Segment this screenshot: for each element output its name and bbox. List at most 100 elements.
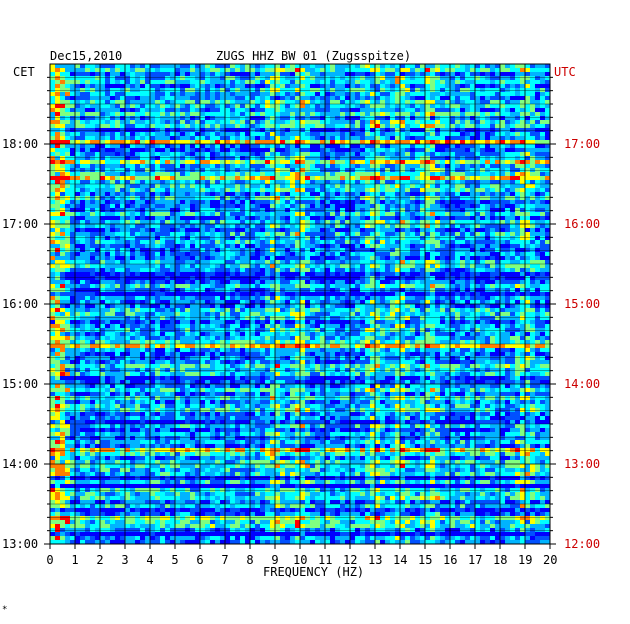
spectrogram-cell xyxy=(440,200,445,204)
spectrogram-cell xyxy=(395,252,400,256)
spectrogram-cell xyxy=(430,124,435,128)
spectrogram-cell xyxy=(260,192,265,196)
spectrogram-cell xyxy=(230,260,235,264)
spectrogram-cell xyxy=(330,200,335,204)
spectrogram-cell xyxy=(130,260,135,264)
spectrogram-cell xyxy=(485,112,490,116)
spectrogram-cell xyxy=(325,264,330,268)
spectrogram-cell xyxy=(415,256,420,260)
spectrogram-cell xyxy=(390,112,395,116)
spectrogram-cell xyxy=(95,160,100,164)
spectrogram-cell xyxy=(180,80,185,84)
spectrogram-cell xyxy=(200,84,205,88)
spectrogram-cell xyxy=(345,240,350,244)
spectrogram-cell xyxy=(105,240,110,244)
spectrogram-cell xyxy=(200,148,205,152)
spectrogram-cell xyxy=(215,212,220,216)
spectrogram-cell xyxy=(305,260,310,264)
spectrogram-cell xyxy=(460,204,465,208)
spectrogram-cell xyxy=(100,244,105,248)
spectrogram-cell xyxy=(125,104,130,108)
spectrogram-cell xyxy=(500,164,505,168)
spectrogram-cell xyxy=(225,80,230,84)
spectrogram-cell xyxy=(510,84,515,88)
spectrogram-cell xyxy=(395,120,400,124)
spectrogram-cell xyxy=(190,104,195,108)
spectrogram-cell xyxy=(185,208,190,212)
spectrogram-cell xyxy=(220,220,225,224)
spectrogram-cell xyxy=(190,140,195,144)
spectrogram-cell xyxy=(480,236,485,240)
spectrogram-cell xyxy=(320,96,325,100)
spectrogram-cell xyxy=(240,100,245,104)
spectrogram-cell xyxy=(230,220,235,224)
spectrogram-cell xyxy=(390,168,395,172)
spectrogram-cell xyxy=(440,196,445,200)
spectrogram-cell xyxy=(275,200,280,204)
spectrogram-cell xyxy=(265,136,270,140)
spectrogram-cell xyxy=(250,196,255,200)
spectrogram-cell xyxy=(330,244,335,248)
spectrogram-cell xyxy=(325,76,330,80)
spectrogram-cell xyxy=(245,68,250,72)
spectrogram-cell xyxy=(165,152,170,156)
spectrogram-cell xyxy=(480,76,485,80)
spectrogram-cell xyxy=(375,220,380,224)
spectrogram-cell xyxy=(365,204,370,208)
spectrogram-cell xyxy=(125,148,130,152)
spectrogram-cell xyxy=(65,168,70,172)
spectrogram-cell xyxy=(65,256,70,260)
spectrogram-cell xyxy=(75,204,80,208)
spectrogram-cell xyxy=(85,188,90,192)
spectrogram-cell xyxy=(275,188,280,192)
spectrogram-cell xyxy=(490,224,495,228)
spectrogram-cell xyxy=(390,196,395,200)
spectrogram-cell xyxy=(230,100,235,104)
spectrogram-cell xyxy=(95,224,100,228)
spectrogram-cell xyxy=(530,120,535,124)
spectrogram-cell xyxy=(270,204,275,208)
spectrogram-cell xyxy=(110,108,115,112)
spectrogram-cell xyxy=(425,252,430,256)
spectrogram-cell xyxy=(460,224,465,228)
spectrogram-cell xyxy=(450,172,455,176)
spectrogram-cell xyxy=(75,124,80,128)
spectrogram-cell xyxy=(155,140,160,144)
spectrogram-cell xyxy=(175,212,180,216)
spectrogram-cell xyxy=(230,156,235,160)
spectrogram-cell xyxy=(455,80,460,84)
spectrogram-cell xyxy=(120,256,125,260)
spectrogram-cell xyxy=(270,88,275,92)
spectrogram-cell xyxy=(115,100,120,104)
spectrogram-cell xyxy=(135,76,140,80)
spectrogram-cell xyxy=(375,156,380,160)
spectrogram-cell xyxy=(395,104,400,108)
spectrogram-cell xyxy=(165,176,170,180)
spectrogram-cell xyxy=(465,88,470,92)
spectrogram-cell xyxy=(540,120,545,124)
spectrogram-cell xyxy=(250,188,255,192)
spectrogram-cell xyxy=(360,148,365,152)
spectrogram-cell xyxy=(85,128,90,132)
spectrogram-cell xyxy=(280,76,285,80)
spectrogram-cell xyxy=(190,100,195,104)
spectrogram-cell xyxy=(330,240,335,244)
spectrogram-cell xyxy=(280,80,285,84)
spectrogram-cell xyxy=(155,164,160,168)
spectrogram-cell xyxy=(535,188,540,192)
spectrogram-cell xyxy=(200,216,205,220)
spectrogram-cell xyxy=(255,88,260,92)
spectrogram-cell xyxy=(365,172,370,176)
spectrogram-cell xyxy=(55,80,60,84)
spectrogram-cell xyxy=(255,116,260,120)
spectrogram-cell xyxy=(180,260,185,264)
spectrogram-cell xyxy=(50,216,55,220)
spectrogram-cell xyxy=(255,200,260,204)
spectrogram-cell xyxy=(290,96,295,100)
spectrogram-cell xyxy=(420,164,425,168)
spectrogram-cell xyxy=(80,64,85,68)
spectrogram-cell xyxy=(290,104,295,108)
spectrogram-cell xyxy=(250,120,255,124)
spectrogram-cell xyxy=(245,228,250,232)
